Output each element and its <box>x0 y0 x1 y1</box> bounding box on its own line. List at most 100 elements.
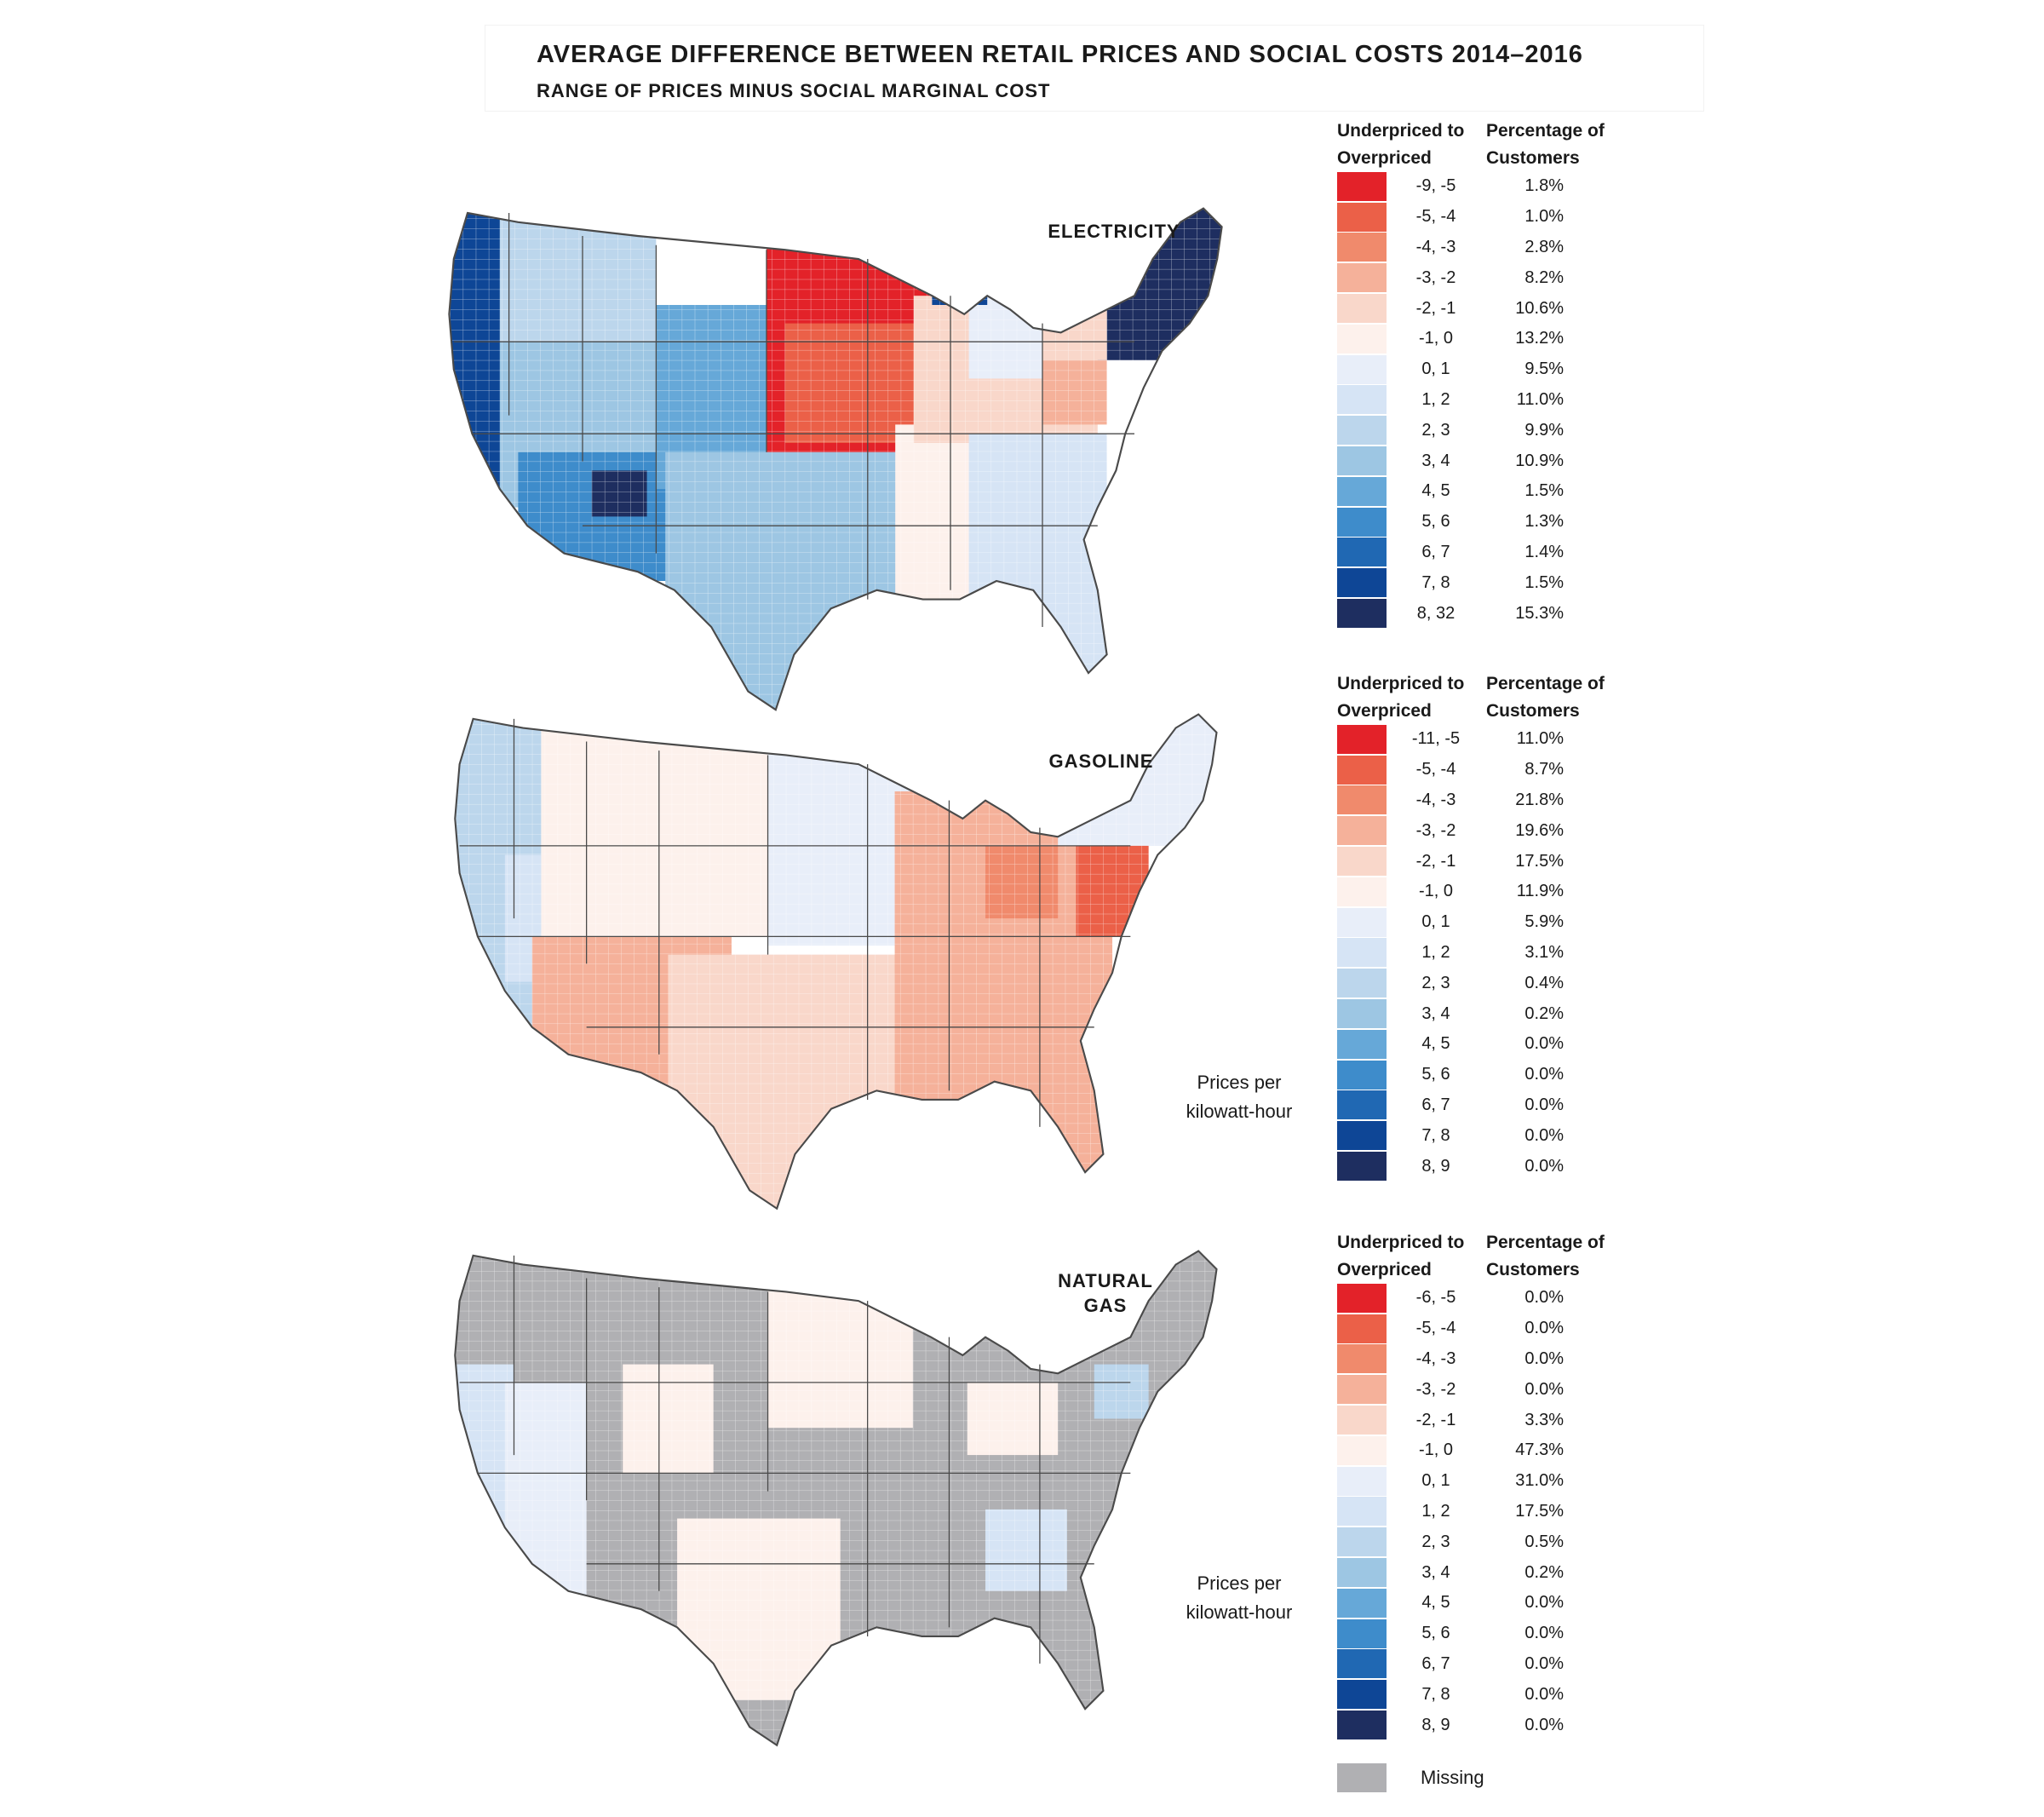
legend-percentage: 1.3% <box>1524 512 1564 532</box>
legend-row: 5, 6 0.0% <box>1337 1060 1627 1090</box>
legend-range: 3, 4 <box>1421 1003 1450 1023</box>
legend-row: -2, -1 10.6% <box>1337 293 1627 324</box>
legend-percentage: 1.5% <box>1524 481 1564 501</box>
legend-percentage: 11.0% <box>1516 389 1564 409</box>
legend-range: 1, 2 <box>1421 389 1450 409</box>
legend-percentage: 0.0% <box>1524 1715 1564 1734</box>
legend-range: 0, 1 <box>1421 359 1450 379</box>
legend-row: 0, 1 5.9% <box>1337 907 1627 938</box>
electricity-map-panel: ELECTRICITY <box>399 153 1318 733</box>
natural-gas-map-label: NATURAL GAS <box>1058 1270 1153 1316</box>
natural-gas-map-panel: NATURAL GAS <box>399 1201 1318 1763</box>
legend-swatch <box>1337 1649 1387 1679</box>
legend-swatch <box>1337 1152 1387 1182</box>
legend-percentage: 0.0% <box>1524 1348 1564 1368</box>
legend-range: -3, -2 <box>1415 267 1456 287</box>
legend-share-header: Percentage of Customers <box>1486 674 1605 721</box>
legend-percentage: 11.9% <box>1516 882 1564 901</box>
legend-row: 8, 9 0.0% <box>1337 1710 1627 1740</box>
legend-range: 3, 4 <box>1421 451 1450 470</box>
legend-row: 8, 9 0.0% <box>1337 1151 1627 1182</box>
legend-swatch <box>1337 1466 1387 1496</box>
legend-range: 7, 8 <box>1421 1684 1450 1704</box>
missing-swatch <box>1337 1763 1387 1792</box>
legend-range: 0, 1 <box>1421 1471 1450 1491</box>
legend-swatch <box>1337 999 1387 1029</box>
legend-row: 7, 8 1.5% <box>1337 567 1627 598</box>
legend-percentage: 0.4% <box>1524 973 1564 992</box>
legend-swatch <box>1337 1029 1387 1059</box>
legend-range-header: Underpriced to Overpriced <box>1337 674 1465 721</box>
legend-range-header: Underpriced to Overpriced <box>1337 1233 1465 1279</box>
legend-percentage: 15.3% <box>1515 603 1564 623</box>
natural-gas-map <box>454 1250 1218 1746</box>
state-boundaries <box>453 213 1134 628</box>
legend-swatch <box>1337 446 1387 476</box>
legend-row: 2, 3 9.9% <box>1337 415 1627 446</box>
legend-range: 0, 1 <box>1421 912 1450 932</box>
legend-swatch <box>1337 1314 1387 1343</box>
legend-row: -3, -2 0.0% <box>1337 1374 1627 1405</box>
legend-row: -5, -4 1.0% <box>1337 202 1627 233</box>
legend-range: 8, 32 <box>1416 603 1455 623</box>
legend-swatch <box>1337 202 1387 232</box>
legend-range: -6, -5 <box>1415 1288 1456 1308</box>
legend-percentage: 0.2% <box>1524 1003 1564 1023</box>
legend-swatch <box>1337 1527 1387 1557</box>
legend-swatch <box>1337 755 1387 785</box>
legend-row: -3, -2 8.2% <box>1337 262 1627 293</box>
legend-swatch <box>1337 1090 1387 1120</box>
legend-row: -4, -3 0.0% <box>1337 1344 1627 1375</box>
legend-row: 6, 7 0.0% <box>1337 1090 1627 1121</box>
legend-percentage: 3.1% <box>1524 942 1564 962</box>
legend-range: 6, 7 <box>1421 1095 1450 1114</box>
legend-percentage: 21.8% <box>1515 790 1564 809</box>
legend-range: 4, 5 <box>1421 481 1450 501</box>
legend-swatch <box>1337 233 1387 262</box>
electricity-map-label: ELECTRICITY <box>1048 221 1180 242</box>
legend-swatch <box>1337 354 1387 384</box>
legend-swatch <box>1337 1344 1387 1374</box>
legend-range: -1, 0 <box>1418 882 1454 901</box>
legend-swatch <box>1337 324 1387 354</box>
legend-percentage: 1.4% <box>1524 542 1564 561</box>
legend-row: -5, -4 0.0% <box>1337 1314 1627 1344</box>
legend-range: 2, 3 <box>1421 420 1450 440</box>
state-boundaries <box>459 1255 1131 1664</box>
legend-swatch <box>1337 907 1387 937</box>
gasoline-units-note: Prices per kilowatt-hour <box>1186 1072 1293 1123</box>
legend-row: -1, 0 11.9% <box>1337 877 1627 907</box>
legend-range: 7, 8 <box>1421 1125 1450 1145</box>
legend-row: 8, 32 15.3% <box>1337 598 1627 629</box>
legend-swatch <box>1337 847 1387 877</box>
legend-percentage: 10.6% <box>1515 298 1564 318</box>
legend-range: -2, -1 <box>1415 851 1456 871</box>
legend-percentage: 0.0% <box>1524 1065 1564 1084</box>
legend-range: -5, -4 <box>1415 207 1456 227</box>
legend-swatch <box>1337 724 1387 754</box>
legend-percentage: 13.2% <box>1515 329 1564 348</box>
legend-percentage: 9.5% <box>1524 359 1564 379</box>
legend-row: -2, -1 3.3% <box>1337 1405 1627 1435</box>
legend-percentage: 1.8% <box>1524 176 1564 196</box>
legend-range: -9, -5 <box>1415 176 1456 196</box>
legend-row: -5, -4 8.7% <box>1337 755 1627 785</box>
legend-percentage: 0.0% <box>1524 1288 1564 1308</box>
legend-percentage: 0.0% <box>1524 1684 1564 1704</box>
legend-row: -2, -1 17.5% <box>1337 846 1627 877</box>
legend-row: -1, 0 13.2% <box>1337 324 1627 354</box>
legend-swatch <box>1337 1435 1387 1465</box>
legend-percentage: 0.0% <box>1524 1653 1564 1673</box>
legend-range: 4, 5 <box>1421 1593 1450 1613</box>
legend-row: 2, 3 0.5% <box>1337 1527 1627 1557</box>
figure-subtitle: RANGE OF PRICES MINUS SOCIAL MARGINAL CO… <box>537 80 1051 101</box>
legend-swatch <box>1337 1558 1387 1588</box>
legend-swatch <box>1337 294 1387 324</box>
legend-percentage: 0.0% <box>1524 1319 1564 1338</box>
legend-row: 5, 6 0.0% <box>1337 1619 1627 1649</box>
legend-row: 4, 5 1.5% <box>1337 476 1627 507</box>
legend-range: 1, 2 <box>1421 1501 1450 1521</box>
legend-swatch <box>1337 385 1387 415</box>
legend-percentage: 3.3% <box>1524 1410 1564 1429</box>
legend-swatch <box>1337 263 1387 293</box>
